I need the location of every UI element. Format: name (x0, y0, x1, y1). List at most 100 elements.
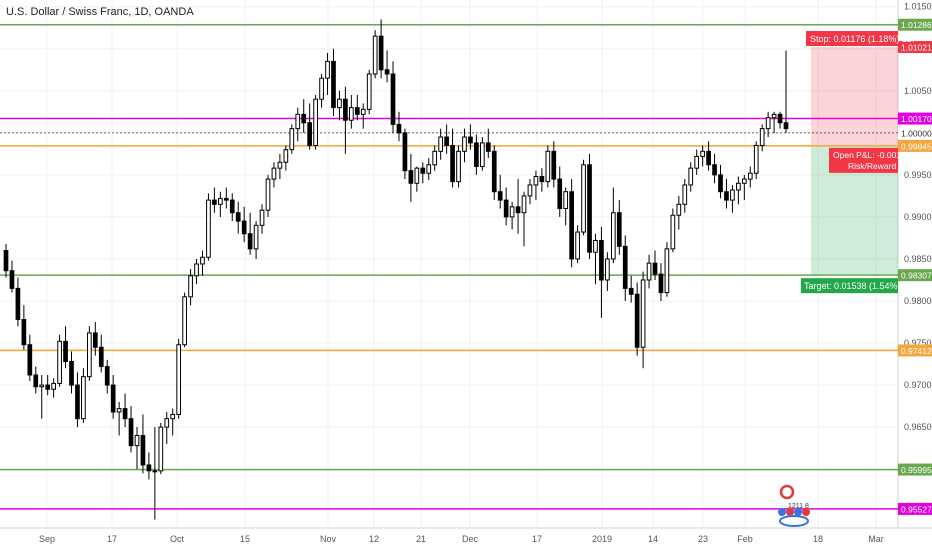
candle-body (414, 167, 420, 184)
candle-body (378, 35, 384, 71)
candle-body (640, 279, 646, 348)
stop-axis-label (898, 40, 932, 53)
candle-body (402, 132, 408, 172)
candle-body (497, 191, 503, 201)
level-axis-label-text: 0.99845 (901, 141, 932, 151)
level-axis-label (898, 344, 932, 357)
candle-body (694, 155, 700, 169)
risk-reward-text: Risk/Reward Ra (848, 161, 910, 171)
candle-body (289, 128, 295, 151)
candle-body (670, 214, 676, 250)
candle-body (587, 164, 592, 253)
level-axis-label (898, 139, 932, 152)
candle-body (646, 262, 652, 281)
candle-body (557, 178, 563, 210)
candle-body (206, 199, 211, 258)
candle-body (45, 384, 51, 390)
candle-body (479, 142, 485, 167)
candle-body (438, 136, 444, 152)
candle-body (628, 287, 634, 295)
last-price-axis-label (898, 126, 932, 139)
candle-body (212, 199, 217, 205)
candle-body (563, 191, 569, 210)
level-axis-label-text: 0.97412 (901, 346, 932, 356)
candle-body (307, 122, 313, 146)
candle-body (164, 418, 170, 428)
candle-body (724, 191, 729, 201)
x-tick-label: Mar (868, 534, 884, 544)
candle-body (747, 172, 753, 180)
stop-label-text: Stop: 0.01176 (1.18%) 117 (810, 34, 916, 44)
candle-body (426, 164, 432, 174)
candle-body (229, 199, 235, 214)
candle-body (235, 212, 241, 222)
candle-body (658, 273, 664, 294)
candle-body (241, 220, 247, 235)
candle-body (736, 182, 741, 191)
y-tick-label: 0.96500 (904, 422, 932, 432)
candle-body (718, 174, 723, 193)
candle-body (188, 275, 193, 298)
candle-body (158, 426, 164, 472)
candle-body (688, 167, 694, 186)
candle-body (348, 107, 354, 121)
candle-body (116, 408, 122, 413)
x-tick-label: 14 (648, 534, 658, 544)
candle-body (319, 77, 324, 100)
candle-body (146, 464, 152, 472)
candle-body (301, 113, 307, 124)
pnl-box (829, 147, 898, 173)
candle-body (57, 340, 62, 384)
candle-body (491, 150, 497, 193)
candle-body (15, 287, 21, 320)
candle-body (462, 136, 467, 152)
last-price-axis-label-text: 1.00000 (901, 128, 932, 138)
candle-body (551, 150, 557, 180)
candle-body (575, 231, 580, 260)
candle-body (313, 98, 318, 146)
target-label-box (801, 278, 898, 294)
candle-body (259, 209, 265, 226)
candle-body (92, 332, 98, 348)
candle-body (200, 256, 205, 265)
candle-body (509, 206, 515, 218)
target-label-text: Target: 0.01538 (1.54%) 153 (804, 281, 918, 291)
watermark-text: 1211 8 (788, 503, 809, 510)
candle-body (122, 408, 128, 420)
candle-body (730, 189, 735, 201)
x-tick-label: Sep (39, 534, 55, 544)
x-tick-label: Oct (170, 534, 185, 544)
pnl-text: Open P&L: -0.00195 (833, 150, 911, 160)
candle-body (593, 239, 598, 253)
candle-body (331, 60, 336, 109)
candle-body (485, 142, 491, 152)
x-tick-label: Dec (462, 534, 479, 544)
candle-body (652, 262, 658, 275)
level-axis-label-text: 1.01286 (901, 20, 932, 30)
candle-body (676, 203, 682, 216)
candle-body (366, 73, 372, 110)
candle-body (3, 250, 9, 272)
candle-body (277, 161, 283, 169)
level-axis-label (898, 502, 932, 515)
candle-body (515, 206, 521, 214)
candle-body (9, 270, 15, 289)
candle-body (33, 374, 39, 388)
x-tick-label: Nov (320, 534, 337, 544)
candle-body (610, 212, 616, 260)
candle-body (223, 197, 229, 201)
x-tick-label: Feb (737, 534, 753, 544)
candle-body (134, 435, 140, 447)
candle-body (81, 376, 86, 420)
candle-body (753, 144, 759, 174)
candle-body (444, 136, 449, 146)
stop-axis-label-text: 1.01021 (901, 42, 932, 52)
candle-body (783, 122, 789, 130)
candle-body (706, 150, 711, 166)
